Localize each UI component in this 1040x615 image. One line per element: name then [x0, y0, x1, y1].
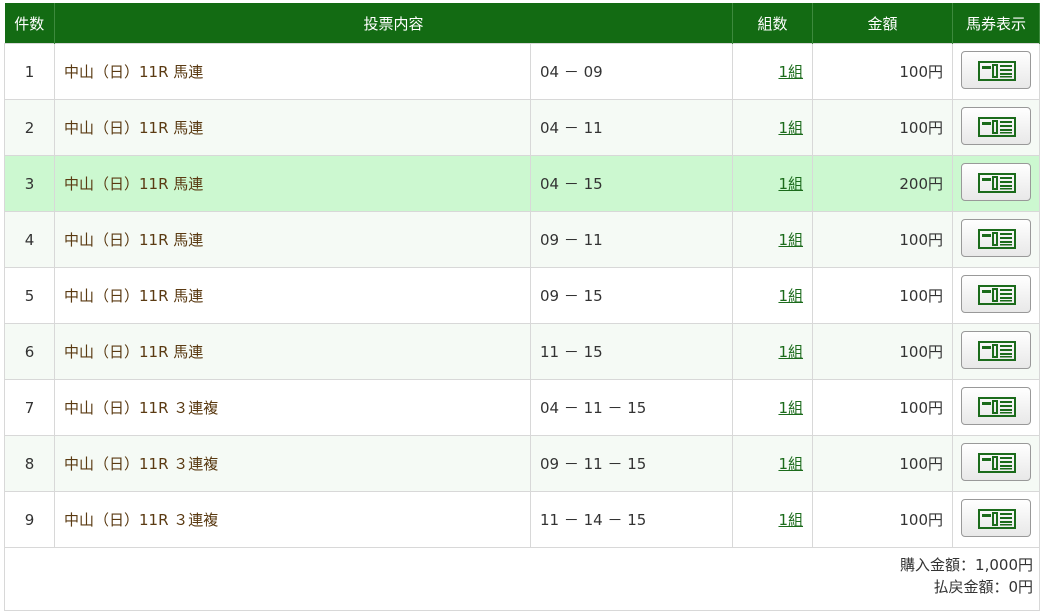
- race-bet-type: 中山（日）11R 馬連: [54, 211, 531, 268]
- totals: 購入金額：1,000円 払戻金額：0円: [4, 548, 1040, 611]
- ticket-cell: [952, 491, 1040, 548]
- header-count: 件数: [4, 3, 55, 44]
- horse-numbers: 09 － 11 － 15: [529, 435, 734, 492]
- row-number: 8: [4, 435, 55, 492]
- race-bet-type: 中山（日）11R 馬連: [54, 99, 531, 156]
- table-row: 4 中山（日）11R 馬連 09 － 11 1組 100円: [4, 211, 1040, 268]
- row-number: 9: [4, 491, 55, 548]
- ticket-cell: [952, 323, 1040, 380]
- horse-numbers: 04 － 15: [529, 155, 734, 212]
- row-number: 4: [4, 211, 55, 268]
- header-content: 投票内容: [54, 3, 734, 44]
- show-ticket-button[interactable]: [961, 330, 1031, 369]
- amount: 100円: [812, 267, 954, 324]
- amount: 100円: [812, 323, 954, 380]
- show-ticket-button[interactable]: [961, 162, 1031, 201]
- race-bet-type: 中山（日）11R 馬連: [54, 323, 531, 380]
- combos-cell: 1組: [732, 155, 814, 212]
- table-row: 2 中山（日）11R 馬連 04 － 11 1組 100円: [4, 99, 1040, 156]
- row-number: 6: [4, 323, 55, 380]
- row-number: 1: [4, 43, 55, 100]
- horse-numbers: 09 － 11: [529, 211, 734, 268]
- race-bet-type: 中山（日）11R ３連複: [54, 435, 531, 492]
- table-row: 5 中山（日）11R 馬連 09 － 15 1組 100円: [4, 267, 1040, 324]
- bet-table: 件数 投票内容 組数 金額 馬券表示 1 中山（日）11R 馬連 04 － 09…: [4, 3, 1040, 548]
- refund-total: 払戻金額：0円: [933, 578, 1033, 596]
- ticket-cell: [952, 211, 1040, 268]
- combos-cell: 1組: [732, 323, 814, 380]
- table-row: 7 中山（日）11R ３連複 04 － 11 － 15 1組 100円: [4, 379, 1040, 436]
- show-ticket-button[interactable]: [961, 106, 1031, 145]
- amount: 100円: [812, 43, 954, 100]
- row-number: 3: [4, 155, 55, 212]
- combos-cell: 1組: [732, 379, 814, 436]
- race-bet-type: 中山（日）11R 馬連: [54, 43, 531, 100]
- combos-cell: 1組: [732, 211, 814, 268]
- combos-cell: 1組: [732, 267, 814, 324]
- row-number: 5: [4, 267, 55, 324]
- bet-list: 件数 投票内容 組数 金額 馬券表示 1 中山（日）11R 馬連 04 － 09…: [4, 3, 1040, 611]
- row-number: 2: [4, 99, 55, 156]
- amount: 100円: [812, 211, 954, 268]
- table-row: 3 中山（日）11R 馬連 04 － 15 1組 200円: [4, 155, 1040, 212]
- combos-link[interactable]: 1組: [778, 63, 804, 81]
- ticket-cell: [952, 379, 1040, 436]
- horse-numbers: 04 － 09: [529, 43, 734, 100]
- race-bet-type: 中山（日）11R 馬連: [54, 155, 531, 212]
- row-number: 7: [4, 379, 55, 436]
- ticket-cell: [952, 43, 1040, 100]
- header-amount: 金額: [812, 3, 954, 44]
- race-bet-type: 中山（日）11R ３連複: [54, 379, 531, 436]
- amount: 100円: [812, 435, 954, 492]
- amount: 200円: [812, 155, 954, 212]
- combos-link[interactable]: 1組: [778, 455, 804, 473]
- combos-link[interactable]: 1組: [778, 119, 804, 137]
- header-ticket: 馬券表示: [952, 3, 1040, 44]
- ticket-cell: [952, 267, 1040, 324]
- table-header: 件数 投票内容 組数 金額 馬券表示: [4, 3, 1040, 44]
- combos-cell: 1組: [732, 491, 814, 548]
- show-ticket-button[interactable]: [961, 442, 1031, 481]
- show-ticket-button[interactable]: [961, 386, 1031, 425]
- combos-link[interactable]: 1組: [778, 287, 804, 305]
- combos-cell: 1組: [732, 43, 814, 100]
- combos-link[interactable]: 1組: [778, 511, 804, 529]
- show-ticket-button[interactable]: [961, 218, 1031, 257]
- horse-numbers: 09 － 15: [529, 267, 734, 324]
- table-row: 1 中山（日）11R 馬連 04 － 09 1組 100円: [4, 43, 1040, 100]
- table-row: 6 中山（日）11R 馬連 11 － 15 1組 100円: [4, 323, 1040, 380]
- combos-cell: 1組: [732, 99, 814, 156]
- amount: 100円: [812, 379, 954, 436]
- show-ticket-button[interactable]: [961, 50, 1031, 89]
- horse-numbers: 11 － 15: [529, 323, 734, 380]
- horse-numbers: 11 － 14 － 15: [529, 491, 734, 548]
- table-row: 9 中山（日）11R ３連複 11 － 14 － 15 1組 100円: [4, 491, 1040, 548]
- ticket-cell: [952, 99, 1040, 156]
- combos-link[interactable]: 1組: [778, 231, 804, 249]
- combos-link[interactable]: 1組: [778, 399, 804, 417]
- horse-numbers: 04 － 11: [529, 99, 734, 156]
- horse-numbers: 04 － 11 － 15: [529, 379, 734, 436]
- header-combos: 組数: [732, 3, 814, 44]
- combos-link[interactable]: 1組: [778, 175, 804, 193]
- amount: 100円: [812, 491, 954, 548]
- race-bet-type: 中山（日）11R 馬連: [54, 267, 531, 324]
- show-ticket-button[interactable]: [961, 498, 1031, 537]
- combos-link[interactable]: 1組: [778, 343, 804, 361]
- show-ticket-button[interactable]: [961, 274, 1031, 313]
- table-row: 8 中山（日）11R ３連複 09 － 11 － 15 1組 100円: [4, 435, 1040, 492]
- amount: 100円: [812, 99, 954, 156]
- ticket-cell: [952, 435, 1040, 492]
- combos-cell: 1組: [732, 435, 814, 492]
- ticket-cell: [952, 155, 1040, 212]
- race-bet-type: 中山（日）11R ３連複: [54, 491, 531, 548]
- purchase-total: 購入金額：1,000円: [900, 556, 1033, 574]
